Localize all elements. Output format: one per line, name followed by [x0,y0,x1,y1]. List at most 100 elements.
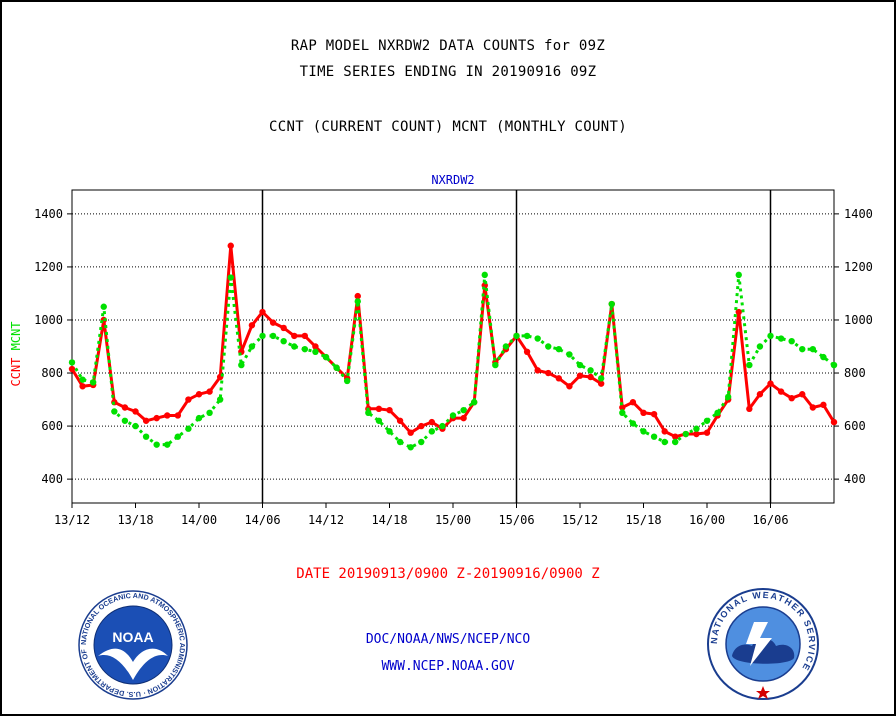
data-point-ccnt [269,319,277,326]
data-point-mcnt [566,351,573,358]
data-point-mcnt [343,377,351,385]
y-axis-label-mcnt: MCNT [9,321,23,350]
y-tick-label-right: 1000 [844,313,873,327]
data-point-mcnt [418,438,425,446]
x-tick-label: 13/18 [117,513,153,527]
data-point-mcnt [312,348,319,356]
data-point-mcnt [650,433,658,440]
data-point-ccnt [153,414,160,422]
x-tick-label: 16/00 [689,513,725,527]
x-tick-label: 14/18 [371,513,407,527]
data-point-mcnt [714,409,721,417]
plot-area-frame [71,189,835,504]
data-point-mcnt [89,379,97,386]
data-point-ccnt [661,428,668,435]
date-range-caption: DATE 20190913/0900 Z-20190916/0900 Z [296,566,600,582]
data-point-mcnt [100,303,107,310]
x-tick-label: 15/06 [498,513,534,527]
data-point-ccnt [195,391,203,398]
data-point-ccnt [767,380,774,387]
data-point-ccnt [629,399,637,406]
data-point-mcnt [164,441,171,448]
x-tick-label: 13/12 [54,513,90,527]
data-point-mcnt [481,271,488,279]
data-point-ccnt [248,322,256,329]
data-point-mcnt [767,332,774,340]
data-point-mcnt [682,430,690,438]
data-point-mcnt [375,417,383,424]
data-point-ccnt [534,367,541,374]
data-point-mcnt [407,444,414,451]
data-point-mcnt [534,335,541,342]
data-point-mcnt [672,438,679,446]
data-point-mcnt [555,345,563,353]
data-point-ccnt [746,405,753,413]
data-point-mcnt [746,361,753,369]
data-point-ccnt [735,308,742,316]
data-point-ccnt [693,430,700,438]
data-point-mcnt [269,332,277,340]
data-point-ccnt [301,332,309,340]
org-path-link[interactable]: DOC/NOAA/NWS/NCEP/NCO [365,632,531,647]
x-tick-label: 15/12 [562,513,598,527]
data-point-mcnt [756,343,764,350]
x-tick-label: 15/18 [625,513,661,527]
x-tick-label: 14/06 [244,513,280,527]
data-point-ccnt [703,429,711,436]
y-tick-label-left: 400 [41,472,63,486]
data-point-mcnt [788,337,795,345]
data-point-mcnt [777,335,785,342]
data-point-mcnt [449,412,457,419]
data-point-ccnt [132,408,139,415]
header-legend-text: CCNT (CURRENT COUNT) MCNT (MONTHLY COUNT… [269,119,627,135]
data-point-ccnt [428,418,436,426]
data-point-ccnt [354,292,361,300]
data-point-mcnt [291,343,298,350]
data-point-mcnt [206,409,213,417]
data-point-ccnt [121,404,129,411]
y-tick-label-right: 1400 [844,207,873,221]
y-axis-label-ccnt: CCNT [9,350,23,386]
data-point-mcnt [238,361,245,369]
data-point-mcnt [799,345,806,353]
data-point-mcnt [502,343,510,350]
data-point-ccnt [788,395,795,402]
series-line-ccnt [70,244,836,439]
data-point-mcnt [608,300,615,308]
data-point-mcnt [280,337,287,345]
data-point-mcnt [428,428,436,435]
data-point-ccnt [555,375,563,382]
time-series-chart: NXRDW2 400 400 600 600 800 800 1000 1000 1200 1200… [9,173,873,527]
data-point-ccnt [386,406,393,414]
x-tick-label: 14/12 [308,513,344,527]
data-point-mcnt [79,376,86,383]
data-point-mcnt [216,396,224,403]
data-point-ccnt [280,324,287,332]
data-point-ccnt [820,401,827,409]
data-point-mcnt [121,417,129,424]
nws-logo[interactable]: NATIONAL WEATHER SERVICE [706,588,820,700]
data-point-ccnt [576,372,584,379]
noaa-logo[interactable]: NATIONAL OCEANIC AND ATMOSPHERIC ADMINIS… [76,590,190,700]
data-point-ccnt [619,404,626,411]
data-point-ccnt [418,422,425,430]
data-point-ccnt [375,405,383,413]
data-point-mcnt [820,353,827,361]
data-point-mcnt [68,359,76,366]
data-point-ccnt [545,369,552,377]
header-subtitle: TIME SERIES ENDING IN 20190916 09Z [299,64,597,80]
y-tick-label-right: 400 [844,472,866,486]
data-point-mcnt [830,361,838,369]
data-point-ccnt [164,412,171,419]
data-point-ccnt [523,348,531,356]
data-point-ccnt [68,365,76,373]
data-point-ccnt [809,404,817,411]
data-point-ccnt [756,391,764,398]
data-point-mcnt [365,409,372,417]
header-title: RAP MODEL NXRDW2 DATA COUNTS for 09Z [290,38,606,54]
data-point-ccnt [566,383,573,390]
ncep-url-link[interactable]: WWW.NCEP.NOAA.GOV [381,659,515,674]
y-tick-label-right: 800 [844,366,866,380]
data-point-ccnt [597,380,605,387]
data-point-ccnt [259,308,266,316]
